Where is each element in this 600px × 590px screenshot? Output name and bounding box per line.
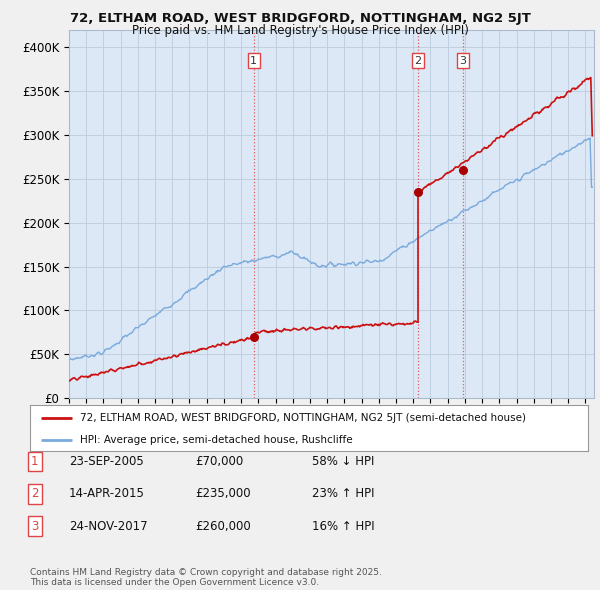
Text: 58% ↓ HPI: 58% ↓ HPI: [312, 455, 374, 468]
Text: 14-APR-2015: 14-APR-2015: [69, 487, 145, 500]
Text: 72, ELTHAM ROAD, WEST BRIDGFORD, NOTTINGHAM, NG2 5JT: 72, ELTHAM ROAD, WEST BRIDGFORD, NOTTING…: [70, 12, 530, 25]
Text: 2: 2: [31, 487, 38, 500]
Text: 3: 3: [460, 56, 467, 66]
Text: 3: 3: [31, 520, 38, 533]
Text: 1: 1: [250, 56, 257, 66]
Text: £70,000: £70,000: [195, 455, 243, 468]
Text: Contains HM Land Registry data © Crown copyright and database right 2025.
This d: Contains HM Land Registry data © Crown c…: [30, 568, 382, 587]
Text: 24-NOV-2017: 24-NOV-2017: [69, 520, 148, 533]
Text: 23-SEP-2005: 23-SEP-2005: [69, 455, 144, 468]
Text: £235,000: £235,000: [195, 487, 251, 500]
Text: 2: 2: [415, 56, 422, 66]
Text: 23% ↑ HPI: 23% ↑ HPI: [312, 487, 374, 500]
Text: £260,000: £260,000: [195, 520, 251, 533]
Text: HPI: Average price, semi-detached house, Rushcliffe: HPI: Average price, semi-detached house,…: [80, 435, 353, 445]
Text: 16% ↑ HPI: 16% ↑ HPI: [312, 520, 374, 533]
Text: Price paid vs. HM Land Registry's House Price Index (HPI): Price paid vs. HM Land Registry's House …: [131, 24, 469, 37]
Text: 1: 1: [31, 455, 38, 468]
Text: 72, ELTHAM ROAD, WEST BRIDGFORD, NOTTINGHAM, NG2 5JT (semi-detached house): 72, ELTHAM ROAD, WEST BRIDGFORD, NOTTING…: [80, 413, 526, 423]
